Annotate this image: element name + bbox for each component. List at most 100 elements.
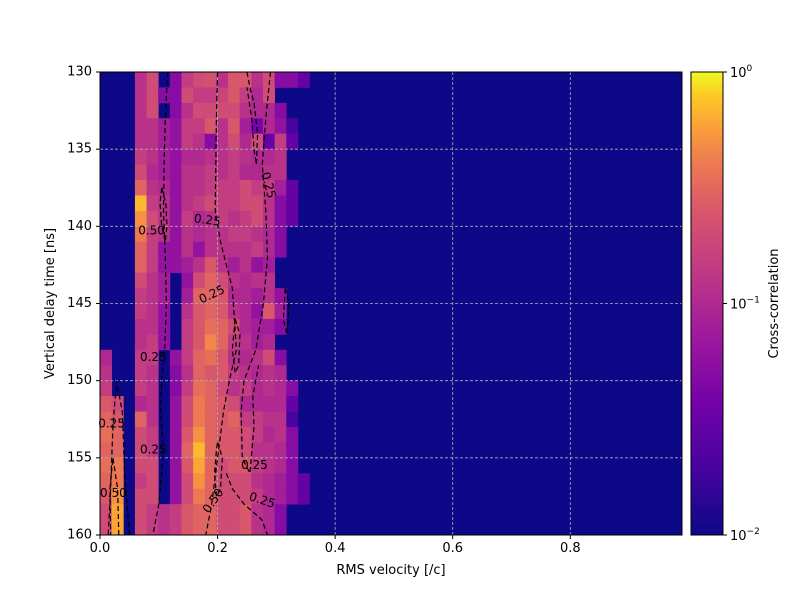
heatmap-cell	[100, 365, 113, 382]
heatmap-cell	[100, 457, 113, 474]
heatmap-cell	[262, 349, 275, 366]
heatmap-cell	[181, 488, 194, 505]
heatmap-cell	[251, 288, 264, 304]
heatmap-cell	[239, 303, 252, 320]
heatmap-cell	[251, 504, 264, 520]
heatmap-cell	[100, 411, 113, 428]
heatmap-cell	[297, 72, 310, 88]
heatmap-cell	[193, 149, 206, 165]
heatmap-cell	[169, 426, 182, 443]
heatmap-cell	[158, 241, 171, 258]
heatmap-cell	[216, 380, 229, 397]
heatmap-cell	[274, 365, 287, 382]
heatmap-cell	[204, 133, 217, 150]
x-tick-label: 0.6	[442, 541, 463, 556]
heatmap-cell	[228, 488, 241, 505]
heatmap-cell	[262, 87, 275, 104]
x-tick-label: 0.0	[90, 541, 111, 556]
heatmap-cell	[158, 288, 171, 304]
heatmap-cell	[262, 133, 275, 150]
heatmap-cell	[297, 473, 310, 490]
heatmap-cell	[216, 133, 229, 150]
heatmap-cell	[193, 164, 206, 181]
heatmap-cell	[286, 180, 299, 196]
colorbar-tick-label: 10−2	[730, 527, 760, 544]
heatmap-cell	[274, 504, 287, 520]
heatmap-cell	[158, 149, 171, 165]
heatmap-cell	[251, 349, 264, 366]
heatmap-cell	[274, 118, 287, 135]
heatmap-cell	[146, 349, 159, 366]
heatmap-cell	[239, 426, 252, 443]
heatmap-cell	[239, 272, 252, 289]
heatmap-cell	[204, 488, 217, 505]
heatmap-cell	[216, 318, 229, 335]
y-tick-label: 160	[67, 528, 92, 543]
heatmap-cell	[111, 504, 124, 520]
heatmap-cell	[193, 396, 206, 412]
heatmap-cell	[204, 288, 217, 304]
heatmap-cell	[262, 519, 275, 536]
heatmap-cell	[286, 380, 299, 397]
heatmap-cell	[134, 380, 147, 397]
heatmap-cell	[204, 349, 217, 366]
colorbar-tick-label: 100	[730, 64, 753, 81]
heatmap-cell	[228, 318, 241, 335]
heatmap-cell	[158, 519, 171, 536]
heatmap-cell	[274, 195, 287, 212]
heatmap-cell	[146, 118, 159, 135]
heatmap-cell	[286, 210, 299, 227]
heatmap-cell	[100, 442, 113, 459]
heatmap-cell	[146, 149, 159, 165]
heatmap-cell	[100, 426, 113, 443]
heatmap-cell	[216, 473, 229, 490]
heatmap-cell	[216, 411, 229, 428]
heatmap-cell	[274, 488, 287, 505]
contour-line	[246, 71, 259, 165]
heatmap-cell	[169, 241, 182, 258]
heatmap-cell	[262, 195, 275, 212]
heatmap-cell	[158, 303, 171, 320]
heatmap-cell	[216, 180, 229, 196]
heatmap-cell	[181, 195, 194, 212]
heatmap-cell	[239, 318, 252, 335]
y-axis-label: Vertical delay time [ns]	[43, 228, 58, 379]
heatmap-cell	[216, 504, 229, 520]
heatmap-cell	[216, 257, 229, 274]
heatmap-cell	[228, 396, 241, 412]
heatmap-cell	[274, 473, 287, 490]
heatmap-cell	[228, 442, 241, 459]
heatmap-cell	[146, 257, 159, 274]
heatmap-cell	[204, 334, 217, 351]
heatmap-cell	[262, 180, 275, 196]
heatmap-cell	[181, 318, 194, 335]
heatmap-cell	[169, 519, 182, 536]
heatmap-cell	[228, 72, 241, 88]
heatmap-cell	[158, 272, 171, 289]
contour-line	[225, 473, 269, 536]
heatmap-cell	[274, 519, 287, 536]
heatmap-cell	[134, 288, 147, 304]
heatmap-cell	[286, 118, 299, 135]
heatmap-cell	[286, 473, 299, 490]
heatmap-cell	[239, 488, 252, 505]
heatmap-cell	[228, 504, 241, 520]
heatmap-cell	[216, 365, 229, 382]
heatmap-cell	[111, 519, 124, 536]
heatmap-cell	[228, 457, 241, 474]
heatmap-cell	[251, 519, 264, 536]
heatmap-cell	[204, 426, 217, 443]
heatmap-cell	[146, 396, 159, 412]
heatmap-cell	[204, 380, 217, 397]
heatmap-cell	[146, 303, 159, 320]
heatmap-cell	[239, 380, 252, 397]
heatmap-cell	[251, 87, 264, 104]
heatmap-cell	[216, 288, 229, 304]
heatmap-cell	[146, 365, 159, 382]
heatmap-cell	[239, 349, 252, 366]
heatmap-cell	[228, 411, 241, 428]
heatmap-cell	[169, 118, 182, 135]
heatmap-cell	[134, 72, 147, 88]
y-tick-label: 150	[67, 373, 92, 388]
heatmap-cell	[204, 457, 217, 474]
